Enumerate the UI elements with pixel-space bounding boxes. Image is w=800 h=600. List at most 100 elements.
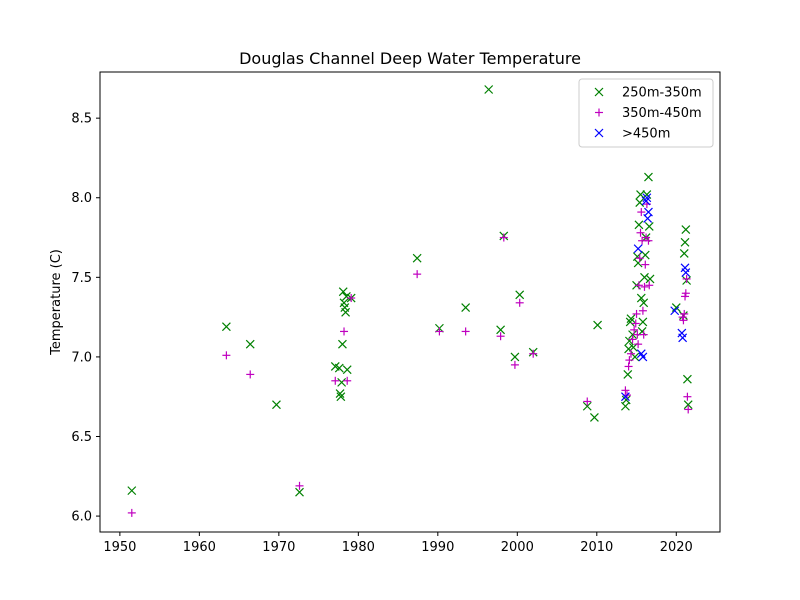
data-point [644, 207, 653, 217]
data-point [246, 370, 255, 379]
data-point [496, 332, 505, 341]
data-point [510, 352, 520, 362]
data-point [593, 320, 603, 330]
data-point [435, 327, 444, 336]
data-point [334, 363, 344, 373]
data-point [644, 221, 654, 231]
data-point [510, 360, 519, 369]
data-point [641, 196, 651, 206]
data-point [683, 400, 693, 410]
plot-frame [99, 71, 721, 533]
data-point [529, 349, 538, 358]
data-point [626, 349, 635, 358]
x-tick-label: 1970 [262, 540, 295, 555]
data-point [515, 290, 525, 300]
data-point [625, 317, 635, 327]
data-point [683, 392, 692, 401]
data-point [221, 322, 231, 332]
data-point [337, 377, 347, 387]
data-point [644, 236, 653, 245]
data-point [634, 340, 643, 349]
data-point [515, 298, 524, 307]
data-point [640, 272, 649, 282]
data-point [678, 333, 688, 343]
data-point [347, 294, 356, 303]
data-point [670, 306, 680, 316]
legend-entry: 250m-350m [594, 86, 702, 101]
legend-label: 250m-350m [622, 86, 702, 101]
data-point [295, 487, 304, 497]
data-point [499, 233, 508, 242]
data-point [620, 392, 630, 402]
data-point [338, 287, 348, 297]
legend: 250m-350m 350m-450m >450m [578, 78, 714, 148]
y-tick-label: 8.0 [71, 191, 92, 206]
data-point [583, 397, 592, 406]
legend-marker [594, 87, 604, 97]
chart-title: Douglas Channel Deep Water Temperature [239, 49, 581, 68]
data-point [461, 327, 470, 336]
y-tick-label: 7.0 [71, 350, 92, 365]
data-point [336, 392, 346, 402]
data-point [681, 268, 691, 277]
data-point [639, 298, 649, 308]
data-point [628, 335, 637, 344]
data-point [681, 289, 690, 298]
data-point [645, 281, 654, 290]
x-tick-label: 1950 [103, 540, 136, 555]
legend-box [578, 78, 714, 148]
data-point [645, 274, 655, 284]
data-point [634, 281, 643, 290]
axes: 1950 1960 1970 1980 1990 2000 2010 2020 6.0 6.5 7.… [71, 71, 721, 555]
data-point [638, 352, 648, 362]
data-point [127, 486, 137, 496]
data-point [621, 395, 631, 405]
legend-label: >450m [622, 127, 670, 142]
data-point [331, 376, 340, 385]
data-points [127, 85, 693, 517]
data-point [295, 481, 304, 490]
x-tick-label: 1960 [183, 540, 216, 555]
legend-entry: >450m [594, 127, 670, 142]
data-point [679, 316, 688, 325]
data-point [496, 325, 506, 335]
data-point [639, 330, 648, 339]
y-tick-label: 6.0 [71, 510, 92, 525]
data-point [644, 172, 653, 182]
x-tick-label: 2010 [580, 540, 613, 555]
legend-entry: 350m-450m [595, 106, 702, 121]
legend-marker [595, 108, 603, 117]
data-point [626, 314, 636, 324]
data-point [222, 351, 231, 360]
data-point [640, 282, 649, 291]
data-point [635, 254, 644, 263]
data-point [630, 325, 639, 334]
data-point [625, 356, 634, 365]
data-point [682, 274, 691, 283]
data-point [341, 292, 351, 301]
data-point [633, 258, 643, 268]
data-point [338, 339, 347, 349]
data-point [621, 386, 630, 395]
data-point [341, 307, 351, 317]
data-point [638, 317, 648, 327]
data-point [340, 327, 349, 336]
data-point [413, 270, 422, 279]
data-point [624, 362, 633, 371]
data-point [682, 374, 692, 384]
legend-marker [594, 128, 604, 138]
data-point [342, 365, 352, 375]
data-point [680, 309, 689, 318]
y-axis-title: Temperature (C) [49, 249, 64, 356]
data-point [245, 339, 255, 349]
data-point [679, 311, 688, 320]
data-point [628, 330, 637, 340]
data-point [631, 319, 640, 328]
y-tick-label: 8.5 [71, 112, 92, 127]
x-tick-label: 2000 [501, 540, 534, 555]
data-point [461, 303, 471, 312]
data-point [684, 405, 693, 414]
data-point [636, 228, 645, 237]
data-point [582, 401, 592, 411]
